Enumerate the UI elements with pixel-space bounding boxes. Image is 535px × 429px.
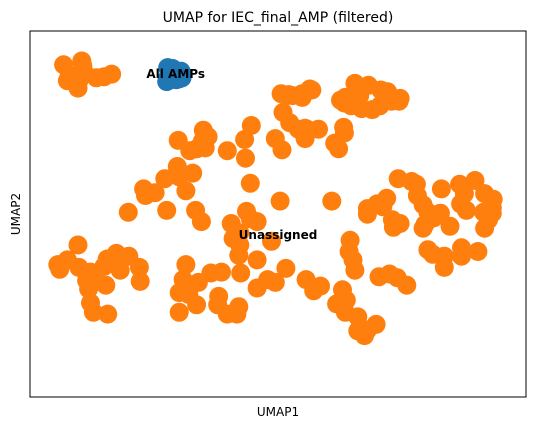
point-unassigned-25	[389, 91, 409, 111]
point-unassigned-82	[431, 179, 451, 199]
point-unassigned-165	[50, 259, 70, 279]
series-unassigned	[48, 51, 503, 346]
cluster-label-unassigned: Unassigned	[239, 228, 318, 242]
point-unassigned-157	[348, 307, 368, 327]
point-unassigned-87	[357, 204, 377, 224]
chart-title: UMAP for IEC_final_AMP (filtered)	[163, 10, 394, 26]
point-unassigned-133	[265, 272, 285, 292]
point-unassigned-142	[169, 283, 189, 303]
point-unassigned-173	[110, 260, 130, 280]
point-unassigned-162	[68, 235, 88, 255]
point-unassigned-119	[397, 275, 417, 295]
point-unassigned-70	[191, 212, 211, 232]
point-unassigned-10	[68, 78, 88, 98]
point-unassigned-134	[247, 278, 267, 298]
point-unassigned-96	[430, 203, 450, 223]
point-unassigned-180	[83, 302, 103, 322]
point-unassigned-124	[452, 246, 471, 266]
point-unassigned-98	[465, 171, 485, 190]
point-unassigned-51	[272, 140, 292, 160]
point-unassigned-67	[118, 202, 138, 222]
point-unassigned-131	[276, 258, 296, 278]
point-unassigned-172	[96, 275, 116, 295]
point-unassigned-152	[304, 281, 324, 301]
point-unassigned-88	[373, 197, 393, 217]
point-unassigned-91	[383, 217, 403, 237]
point-unassigned-109	[440, 216, 460, 236]
point-unassigned-126	[434, 257, 454, 277]
point-unassigned-129	[229, 245, 249, 265]
point-unassigned-62	[176, 181, 196, 201]
point-unassigned-103	[456, 200, 476, 220]
point-unassigned-127	[262, 231, 281, 251]
point-unassigned-135	[231, 263, 251, 283]
point-unassigned-108	[475, 218, 495, 238]
point-unassigned-78	[240, 173, 260, 193]
point-unassigned-161	[366, 314, 386, 334]
point-unassigned-76	[247, 212, 267, 232]
point-unassigned-49	[217, 141, 237, 161]
point-unassigned-68	[157, 200, 177, 220]
point-unassigned-111	[413, 218, 433, 238]
point-unassigned-48	[235, 130, 255, 149]
y-axis-label: UMAP2	[9, 193, 23, 235]
point-unassigned-63	[155, 169, 175, 189]
point-unassigned-175	[129, 257, 149, 277]
point-unassigned-58	[180, 141, 200, 161]
point-unassigned-149	[217, 304, 237, 324]
point-unassigned-45	[325, 133, 345, 153]
point-unassigned-125	[468, 242, 488, 261]
cluster-label-all-amps: All AMPs	[146, 67, 205, 81]
point-unassigned-6	[102, 64, 122, 84]
point-unassigned-50	[236, 148, 255, 168]
series-all-amps	[157, 58, 192, 92]
point-unassigned-178	[97, 249, 117, 269]
point-unassigned-41	[295, 129, 315, 149]
point-unassigned-7	[86, 68, 106, 88]
point-unassigned-77	[270, 191, 290, 211]
point-unassigned-144	[187, 295, 207, 315]
point-unassigned-79	[322, 191, 342, 211]
scatter-points-layer	[48, 51, 503, 346]
point-unassigned-34	[370, 96, 390, 116]
point-unassigned-66	[145, 183, 165, 203]
x-axis-label: UMAP1	[257, 405, 299, 419]
point-unassigned-181	[98, 304, 118, 324]
point-unassigned-176	[130, 271, 150, 291]
point-unassigned-171	[79, 279, 99, 299]
point-unassigned-156	[336, 290, 356, 310]
point-unassigned-18	[292, 87, 312, 107]
point-unassigned-138	[176, 255, 196, 275]
point-unassigned-130	[247, 250, 267, 270]
point-unassigned-145	[169, 302, 189, 322]
cluster-labels-layer: All AMPs Unassigned	[146, 67, 317, 242]
point-unassigned-115	[345, 260, 365, 280]
point-all-amps-9	[166, 70, 186, 90]
